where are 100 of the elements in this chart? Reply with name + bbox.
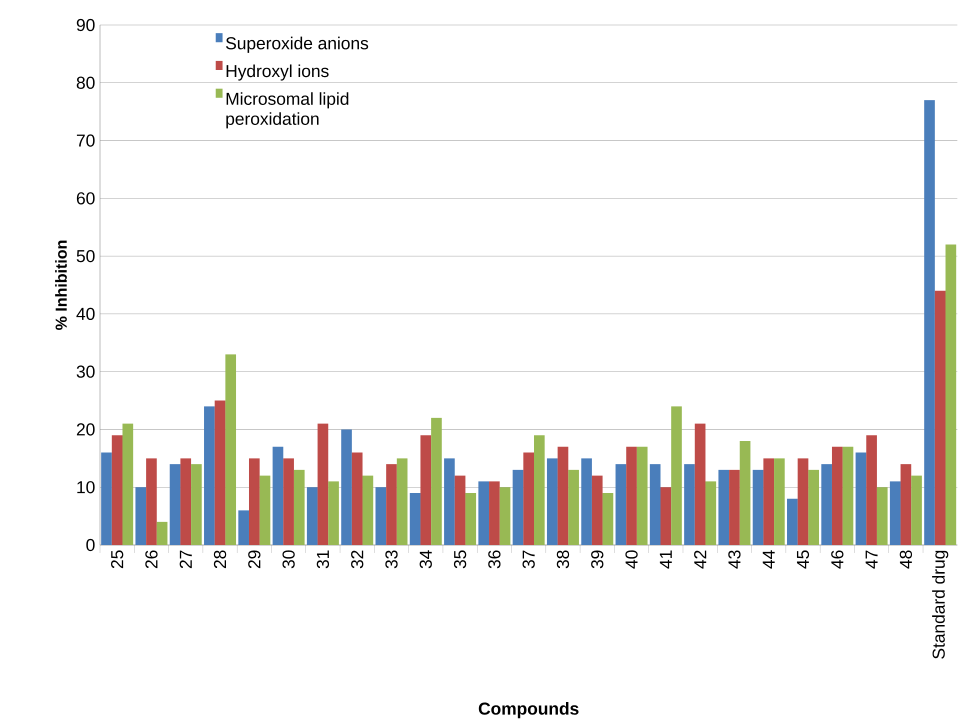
bar bbox=[832, 446, 843, 545]
bar bbox=[671, 406, 682, 545]
x-tick-label: 42 bbox=[694, 550, 706, 569]
bar bbox=[238, 510, 249, 545]
bar bbox=[626, 446, 637, 545]
x-tick-label: 37 bbox=[522, 550, 535, 568]
bar bbox=[489, 481, 500, 545]
bar bbox=[694, 424, 706, 545]
bar bbox=[478, 481, 490, 545]
x-tick-label: 32 bbox=[351, 550, 364, 568]
bar bbox=[135, 487, 146, 545]
bar bbox=[386, 464, 397, 545]
y-tick-label: 10 bbox=[77, 481, 95, 494]
bar bbox=[112, 435, 122, 545]
bar bbox=[410, 492, 420, 545]
y-tick-label: 0 bbox=[86, 538, 95, 552]
bar bbox=[352, 452, 363, 545]
bar bbox=[842, 446, 854, 545]
bar bbox=[808, 470, 820, 545]
bar bbox=[534, 435, 545, 545]
bar bbox=[454, 476, 466, 545]
bar bbox=[420, 435, 432, 545]
x-tick-label: 33 bbox=[385, 550, 398, 568]
bar bbox=[156, 522, 168, 545]
y-tick-label: 30 bbox=[76, 366, 95, 378]
x-tick-label: 45 bbox=[796, 550, 810, 569]
bar bbox=[740, 440, 750, 545]
bar bbox=[729, 470, 740, 545]
bar bbox=[650, 464, 661, 545]
x-tick-label: 44 bbox=[762, 550, 775, 569]
x-tick-label: 34 bbox=[420, 550, 432, 568]
x-tick-label: 43 bbox=[728, 550, 741, 569]
bar bbox=[705, 481, 716, 545]
x-tick-label: 36 bbox=[488, 550, 501, 568]
x-tick-label: 40 bbox=[625, 550, 638, 569]
bar bbox=[592, 476, 603, 545]
x-tick-label: 29 bbox=[248, 550, 260, 568]
y-axis-title: % Inhibition bbox=[55, 240, 67, 330]
bar bbox=[396, 458, 408, 545]
bar bbox=[924, 100, 935, 545]
x-tick-label: 47 bbox=[866, 550, 878, 569]
bar bbox=[866, 435, 877, 545]
x-tick-label: 46 bbox=[831, 550, 844, 569]
y-tick-label: 70 bbox=[76, 134, 95, 147]
bar bbox=[876, 487, 888, 545]
bar bbox=[558, 446, 568, 545]
bar bbox=[214, 400, 226, 545]
x-tick-label: 27 bbox=[180, 550, 192, 568]
bar bbox=[660, 487, 672, 545]
y-tick-label: 50 bbox=[76, 250, 95, 262]
y-tick-label: 90 bbox=[76, 18, 95, 32]
bar bbox=[191, 464, 202, 545]
x-tick-label: 28 bbox=[214, 550, 226, 568]
x-axis-title: Compounds bbox=[478, 702, 579, 718]
bar bbox=[911, 476, 922, 545]
bar bbox=[180, 458, 192, 545]
y-tick-label: 80 bbox=[76, 76, 95, 89]
bar bbox=[636, 446, 648, 545]
bar bbox=[602, 492, 614, 545]
x-tick-label: 38 bbox=[556, 550, 570, 568]
bar bbox=[170, 464, 180, 545]
x-tick-label: 30 bbox=[282, 550, 295, 568]
bar bbox=[465, 492, 476, 545]
bar bbox=[204, 406, 215, 545]
x-tick-label: 31 bbox=[316, 550, 330, 568]
bar bbox=[752, 470, 764, 545]
bar bbox=[328, 481, 339, 545]
x-tick-label: 35 bbox=[454, 550, 466, 568]
bar bbox=[101, 452, 112, 545]
bar bbox=[122, 424, 134, 545]
bar bbox=[306, 487, 318, 545]
bar bbox=[362, 476, 374, 545]
x-tick-label: 41 bbox=[660, 550, 672, 569]
x-tick-label: 25 bbox=[111, 550, 124, 568]
bar bbox=[787, 498, 798, 545]
bar bbox=[900, 464, 912, 545]
y-tick-label: 40 bbox=[76, 308, 95, 320]
bar bbox=[763, 458, 774, 545]
bar bbox=[718, 470, 730, 545]
y-tick-label: 60 bbox=[76, 192, 95, 204]
legend-label: Microsomal lipid peroxidation bbox=[226, 92, 348, 128]
bar bbox=[774, 458, 785, 545]
bar bbox=[890, 481, 901, 545]
bar bbox=[248, 458, 260, 545]
x-tick-label: 26 bbox=[145, 550, 158, 568]
bar bbox=[318, 424, 328, 545]
bar bbox=[512, 470, 524, 545]
bar bbox=[272, 446, 284, 545]
bar bbox=[431, 418, 442, 545]
x-tick-label: 39 bbox=[591, 550, 604, 568]
bar bbox=[341, 429, 352, 545]
bar bbox=[283, 458, 294, 545]
y-tick-label: 20 bbox=[76, 423, 95, 436]
bar bbox=[568, 470, 579, 545]
bar bbox=[934, 290, 946, 545]
bar bbox=[294, 470, 305, 545]
bar bbox=[821, 464, 832, 545]
bar bbox=[684, 464, 695, 545]
bar bbox=[500, 487, 510, 545]
bar bbox=[856, 452, 866, 545]
